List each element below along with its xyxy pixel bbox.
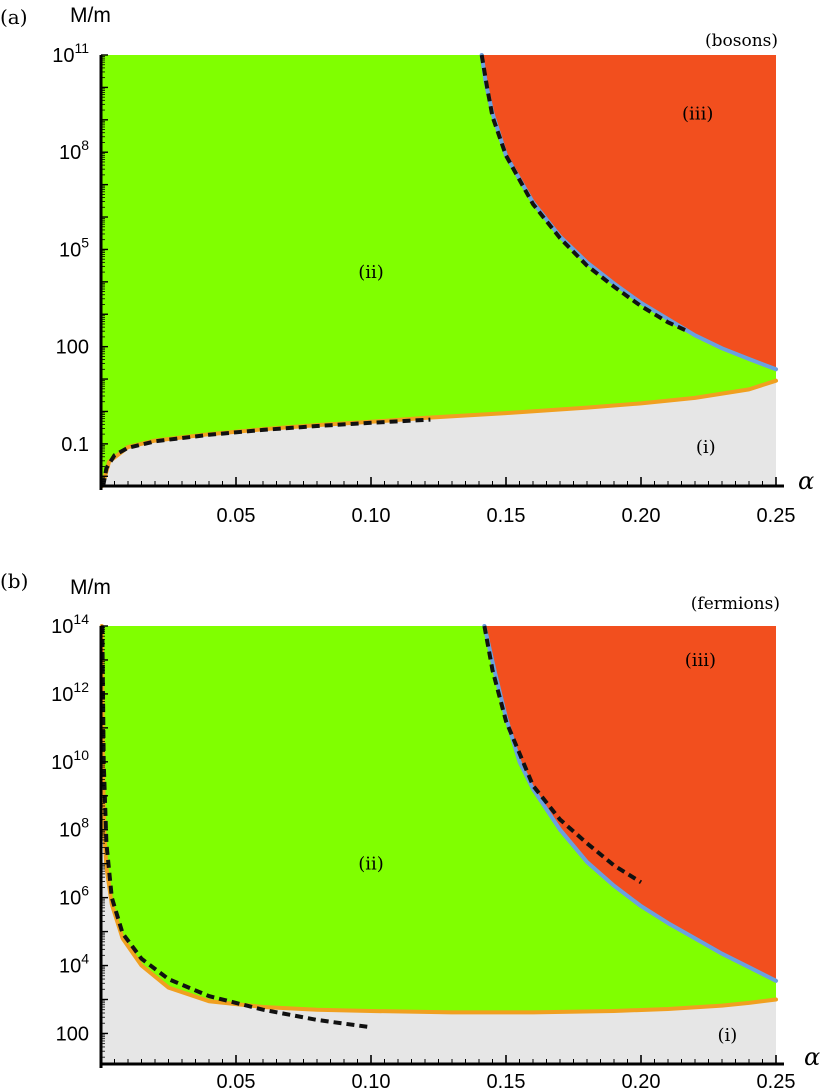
x-axis-label: α (798, 467, 814, 495)
region-label: (iii) (685, 650, 716, 671)
region-iii-fill (484, 626, 776, 981)
y-tick-label: 1011 (52, 40, 89, 67)
x-tick-label: 0.20 (622, 1071, 661, 1090)
y-tick-label: 0.1 (61, 434, 89, 456)
region-label: (i) (717, 1025, 737, 1046)
x-axis-label: α (804, 1043, 820, 1071)
y-axis-label: M/m (70, 4, 111, 27)
y-tick-label: 104 (59, 951, 89, 978)
y-tick-label: 1012 (51, 679, 89, 706)
x-tick-label: 0.15 (487, 1071, 526, 1090)
asymptote-dashed-line (479, 54, 691, 334)
boundary-upper-line (482, 624, 778, 983)
panel-title: (bosons) (705, 31, 778, 51)
y-tick-label: 1014 (51, 611, 89, 638)
y-tick-label: 108 (59, 815, 89, 842)
plot-area: 0.05 0.10 0.15 0.20 0.25 100 104 106 108 1010 1012… (51, 611, 795, 1090)
region-label: (ii) (358, 854, 384, 875)
region-label: (i) (696, 437, 716, 458)
region-label: (ii) (358, 262, 384, 283)
x-tick-label: 0.05 (217, 505, 256, 527)
y-tick-label: 1010 (51, 747, 89, 774)
y-tick-label: 108 (59, 137, 89, 164)
x-tick-label: 0.05 (217, 1071, 256, 1090)
y-tick-label: 100 (56, 337, 89, 359)
x-tick-label: 0.20 (622, 505, 661, 527)
y-tick-label: 105 (59, 234, 89, 261)
x-tick-label: 0.15 (487, 505, 526, 527)
x-tick-label: 0.10 (352, 1071, 391, 1090)
panel-label: (b) (0, 569, 28, 593)
y-axis-label: M/m (70, 576, 111, 599)
region-label: (iii) (682, 103, 713, 124)
y-tick-label: 106 (59, 883, 89, 910)
y-tick-label: 100 (56, 1023, 89, 1045)
x-tick-label: 0.10 (352, 505, 391, 527)
x-tick-label: 0.25 (757, 1071, 796, 1090)
plot-area: 0.05 0.10 0.15 0.20 0.25 0.1 100 105 108 1011 (i) (… (52, 40, 795, 527)
asymptote-dashed-line (100, 625, 372, 1030)
region-iii-fill (481, 55, 776, 370)
panel-fermions: (b) M/m (fermions) α 0.05 0.10 0.15 0.20 0.2… (0, 569, 820, 1090)
asymptote-dashed-line (482, 625, 643, 884)
panel-title: (fermions) (691, 594, 780, 614)
boundary-lower-line (99, 624, 778, 1015)
x-tick-label: 0.25 (757, 505, 796, 527)
panel-label: (a) (0, 5, 28, 29)
panel-bosons: (a) M/m (bosons) α 0.05 0.10 0.15 0.20 0.250… (0, 4, 814, 527)
asymptote-dashed-line (101, 417, 431, 487)
